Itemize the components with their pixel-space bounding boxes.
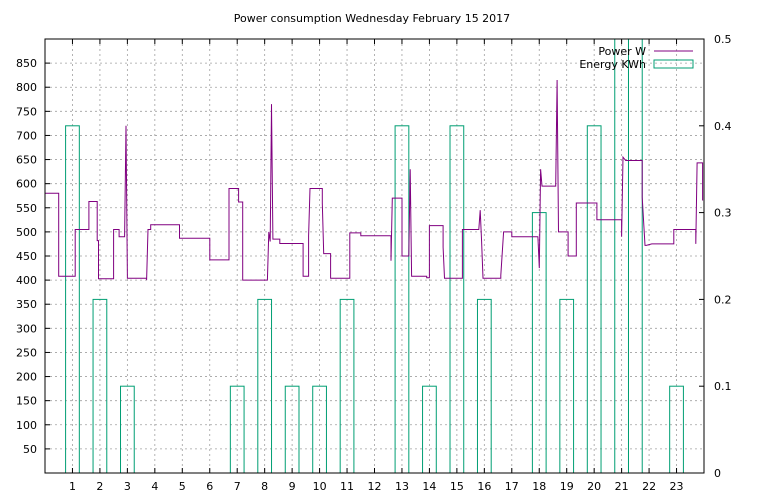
legend-label-energy: Energy KWh: [579, 58, 646, 71]
legend-swatch-energy: [653, 59, 694, 69]
plot-frame: [44, 38, 705, 474]
y-tick-label: 150: [16, 395, 37, 408]
y-tick-label: 800: [16, 81, 37, 94]
x-tick-label: 19: [560, 480, 574, 493]
x-tick-label: 18: [532, 480, 546, 493]
x-tick-label: 23: [670, 480, 684, 493]
y-tick-label: 250: [16, 346, 37, 359]
y2-tick-label: 0.5: [714, 33, 732, 46]
y-tick-label: 750: [16, 105, 37, 118]
x-tick-label: 17: [505, 480, 519, 493]
y-tick-label: 50: [23, 443, 37, 456]
x-tick-label: 13: [395, 480, 409, 493]
y-tick-label: 100: [16, 419, 37, 432]
legend: Power W Energy KWh: [579, 45, 694, 71]
x-tick-label: 3: [124, 480, 131, 493]
y-tick-label: 700: [16, 129, 37, 142]
x-tick-label: 12: [368, 480, 382, 493]
x-tick-label: 4: [151, 480, 158, 493]
x-tick-label: 9: [289, 480, 296, 493]
y2-tick-label: 0.1: [714, 380, 732, 393]
y-tick-label: 650: [16, 154, 37, 167]
y2-tick-label: 0.4: [714, 120, 732, 133]
y-tick-label: 850: [16, 57, 37, 70]
x-tick-label: 20: [587, 480, 601, 493]
x-tick-label: 8: [261, 480, 268, 493]
y-tick-label: 500: [16, 226, 37, 239]
x-tick-label: 15: [450, 480, 464, 493]
power-line: [45, 79, 704, 281]
y-tick-label: 450: [16, 250, 37, 263]
x-tick-label: 11: [340, 480, 354, 493]
y2-tick-label: 0.3: [714, 207, 732, 220]
x-tick-label: 1: [69, 480, 76, 493]
x-tick-label: 5: [179, 480, 186, 493]
x-tick-label: 21: [615, 480, 629, 493]
legend-label-power: Power W: [598, 45, 646, 58]
y2-tick-label: 0: [714, 467, 721, 480]
x-tick-label: 6: [206, 480, 213, 493]
x-tick-label: 7: [234, 480, 241, 493]
x-tick-label: 10: [313, 480, 327, 493]
axis-ticks: 1 2 3 4 5 6 7 8 9 10 11 12 13 14 15 16 17 18 19 20 21 22 23501…: [16, 33, 732, 493]
grid-lines: [45, 39, 704, 473]
chart-title: Power consumption Wednesday February 15 …: [234, 12, 510, 25]
y-tick-label: 550: [16, 202, 37, 215]
x-tick-label: 14: [422, 480, 436, 493]
power-line-group: [45, 79, 704, 281]
y-tick-label: 300: [16, 322, 37, 335]
y-tick-label: 600: [16, 178, 37, 191]
y2-tick-label: 0.2: [714, 293, 732, 306]
y-tick-label: 200: [16, 371, 37, 384]
y-tick-label: 400: [16, 274, 37, 287]
y-tick-label: 350: [16, 298, 37, 311]
x-tick-label: 2: [96, 480, 103, 493]
x-tick-label: 16: [477, 480, 491, 493]
x-tick-label: 22: [642, 480, 656, 493]
